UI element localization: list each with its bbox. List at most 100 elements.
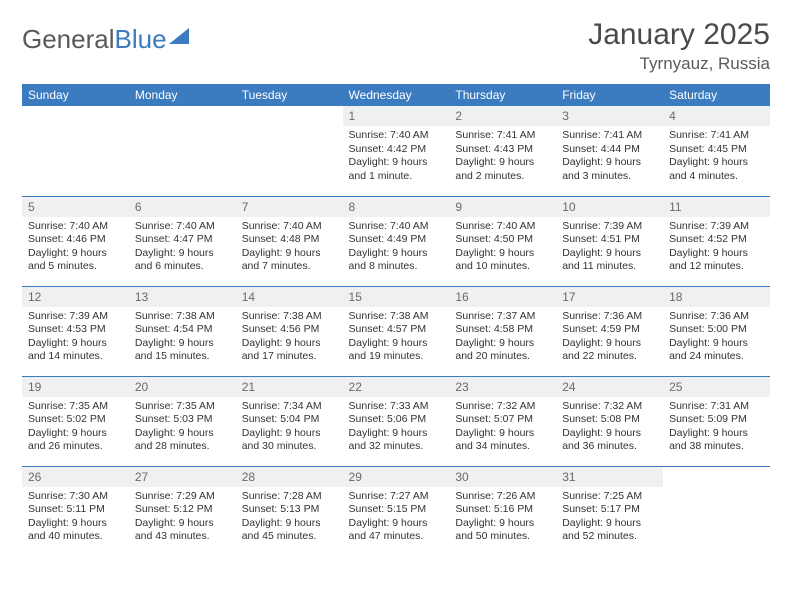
daylight-text: Daylight: 9 hours and 28 minutes. <box>135 427 230 454</box>
daylight-text: Daylight: 9 hours and 7 minutes. <box>242 247 337 274</box>
day-details: Sunrise: 7:30 AMSunset: 5:11 PMDaylight:… <box>22 487 129 551</box>
calendar-day-cell: 29Sunrise: 7:27 AMSunset: 5:15 PMDayligh… <box>343 466 450 556</box>
sunrise-text: Sunrise: 7:37 AM <box>455 310 550 324</box>
day-details: Sunrise: 7:39 AMSunset: 4:51 PMDaylight:… <box>556 217 663 281</box>
day-number: 26 <box>22 467 129 487</box>
daylight-text: Daylight: 9 hours and 36 minutes. <box>562 427 657 454</box>
day-details: Sunrise: 7:40 AMSunset: 4:49 PMDaylight:… <box>343 217 450 281</box>
day-details: Sunrise: 7:37 AMSunset: 4:58 PMDaylight:… <box>449 307 556 371</box>
sunset-text: Sunset: 4:49 PM <box>349 233 444 247</box>
sunset-text: Sunset: 4:59 PM <box>562 323 657 337</box>
calendar-day-cell: 2Sunrise: 7:41 AMSunset: 4:43 PMDaylight… <box>449 106 556 196</box>
sunrise-text: Sunrise: 7:39 AM <box>562 220 657 234</box>
page-subtitle: Tyrnyauz, Russia <box>588 54 770 74</box>
day-details: Sunrise: 7:38 AMSunset: 4:54 PMDaylight:… <box>129 307 236 371</box>
calendar-day-cell: 10Sunrise: 7:39 AMSunset: 4:51 PMDayligh… <box>556 196 663 286</box>
day-number: 22 <box>343 377 450 397</box>
sunrise-text: Sunrise: 7:38 AM <box>242 310 337 324</box>
sunset-text: Sunset: 4:53 PM <box>28 323 123 337</box>
daylight-text: Daylight: 9 hours and 26 minutes. <box>28 427 123 454</box>
sunset-text: Sunset: 5:09 PM <box>669 413 764 427</box>
daylight-text: Daylight: 9 hours and 47 minutes. <box>349 517 444 544</box>
day-number: 10 <box>556 197 663 217</box>
calendar-day-cell <box>236 106 343 196</box>
sunrise-text: Sunrise: 7:33 AM <box>349 400 444 414</box>
calendar-week-row: 12Sunrise: 7:39 AMSunset: 4:53 PMDayligh… <box>22 286 770 376</box>
sunset-text: Sunset: 5:12 PM <box>135 503 230 517</box>
sunset-text: Sunset: 5:03 PM <box>135 413 230 427</box>
daylight-text: Daylight: 9 hours and 10 minutes. <box>455 247 550 274</box>
calendar-day-cell: 22Sunrise: 7:33 AMSunset: 5:06 PMDayligh… <box>343 376 450 466</box>
day-number: 15 <box>343 287 450 307</box>
day-details: Sunrise: 7:38 AMSunset: 4:56 PMDaylight:… <box>236 307 343 371</box>
daylight-text: Daylight: 9 hours and 1 minute. <box>349 156 444 183</box>
daylight-text: Daylight: 9 hours and 14 minutes. <box>28 337 123 364</box>
sunrise-text: Sunrise: 7:26 AM <box>455 490 550 504</box>
calendar-day-cell: 20Sunrise: 7:35 AMSunset: 5:03 PMDayligh… <box>129 376 236 466</box>
sunrise-text: Sunrise: 7:39 AM <box>28 310 123 324</box>
calendar-day-cell: 26Sunrise: 7:30 AMSunset: 5:11 PMDayligh… <box>22 466 129 556</box>
day-number: 5 <box>22 197 129 217</box>
header: GeneralBlue January 2025 Tyrnyauz, Russi… <box>22 18 770 74</box>
day-details: Sunrise: 7:38 AMSunset: 4:57 PMDaylight:… <box>343 307 450 371</box>
sunset-text: Sunset: 5:06 PM <box>349 413 444 427</box>
sunset-text: Sunset: 4:43 PM <box>455 143 550 157</box>
calendar-day-cell: 17Sunrise: 7:36 AMSunset: 4:59 PMDayligh… <box>556 286 663 376</box>
sunset-text: Sunset: 4:57 PM <box>349 323 444 337</box>
day-number: 12 <box>22 287 129 307</box>
day-number: 8 <box>343 197 450 217</box>
calendar-day-cell: 14Sunrise: 7:38 AMSunset: 4:56 PMDayligh… <box>236 286 343 376</box>
sunrise-text: Sunrise: 7:40 AM <box>135 220 230 234</box>
day-details: Sunrise: 7:41 AMSunset: 4:44 PMDaylight:… <box>556 126 663 190</box>
day-number: 14 <box>236 287 343 307</box>
day-details: Sunrise: 7:40 AMSunset: 4:42 PMDaylight:… <box>343 126 450 190</box>
sunrise-text: Sunrise: 7:35 AM <box>28 400 123 414</box>
day-details: Sunrise: 7:39 AMSunset: 4:52 PMDaylight:… <box>663 217 770 281</box>
sunrise-text: Sunrise: 7:40 AM <box>28 220 123 234</box>
calendar-week-row: 19Sunrise: 7:35 AMSunset: 5:02 PMDayligh… <box>22 376 770 466</box>
sunset-text: Sunset: 5:15 PM <box>349 503 444 517</box>
day-number: 24 <box>556 377 663 397</box>
sunset-text: Sunset: 4:47 PM <box>135 233 230 247</box>
calendar-day-cell: 25Sunrise: 7:31 AMSunset: 5:09 PMDayligh… <box>663 376 770 466</box>
calendar-day-cell: 11Sunrise: 7:39 AMSunset: 4:52 PMDayligh… <box>663 196 770 286</box>
calendar-header-row: Sunday Monday Tuesday Wednesday Thursday… <box>22 84 770 106</box>
day-details: Sunrise: 7:35 AMSunset: 5:02 PMDaylight:… <box>22 397 129 461</box>
daylight-text: Daylight: 9 hours and 5 minutes. <box>28 247 123 274</box>
day-details: Sunrise: 7:41 AMSunset: 4:43 PMDaylight:… <box>449 126 556 190</box>
sunrise-text: Sunrise: 7:32 AM <box>455 400 550 414</box>
day-number: 6 <box>129 197 236 217</box>
calendar-day-cell: 30Sunrise: 7:26 AMSunset: 5:16 PMDayligh… <box>449 466 556 556</box>
day-number: 28 <box>236 467 343 487</box>
day-details: Sunrise: 7:33 AMSunset: 5:06 PMDaylight:… <box>343 397 450 461</box>
daylight-text: Daylight: 9 hours and 22 minutes. <box>562 337 657 364</box>
day-number: 1 <box>343 106 450 126</box>
sunrise-text: Sunrise: 7:38 AM <box>349 310 444 324</box>
day-number: 7 <box>236 197 343 217</box>
calendar-day-cell: 9Sunrise: 7:40 AMSunset: 4:50 PMDaylight… <box>449 196 556 286</box>
sunrise-text: Sunrise: 7:31 AM <box>669 400 764 414</box>
daylight-text: Daylight: 9 hours and 45 minutes. <box>242 517 337 544</box>
sunset-text: Sunset: 4:46 PM <box>28 233 123 247</box>
daylight-text: Daylight: 9 hours and 30 minutes. <box>242 427 337 454</box>
calendar-day-cell: 18Sunrise: 7:36 AMSunset: 5:00 PMDayligh… <box>663 286 770 376</box>
day-number: 3 <box>556 106 663 126</box>
weekday-header: Sunday <box>22 84 129 106</box>
daylight-text: Daylight: 9 hours and 52 minutes. <box>562 517 657 544</box>
sunrise-text: Sunrise: 7:25 AM <box>562 490 657 504</box>
day-details: Sunrise: 7:35 AMSunset: 5:03 PMDaylight:… <box>129 397 236 461</box>
day-details: Sunrise: 7:36 AMSunset: 4:59 PMDaylight:… <box>556 307 663 371</box>
day-details: Sunrise: 7:26 AMSunset: 5:16 PMDaylight:… <box>449 487 556 551</box>
calendar-day-cell: 19Sunrise: 7:35 AMSunset: 5:02 PMDayligh… <box>22 376 129 466</box>
daylight-text: Daylight: 9 hours and 32 minutes. <box>349 427 444 454</box>
sunset-text: Sunset: 4:50 PM <box>455 233 550 247</box>
day-number: 17 <box>556 287 663 307</box>
day-details: Sunrise: 7:34 AMSunset: 5:04 PMDaylight:… <box>236 397 343 461</box>
calendar-day-cell: 4Sunrise: 7:41 AMSunset: 4:45 PMDaylight… <box>663 106 770 196</box>
day-number: 20 <box>129 377 236 397</box>
day-number: 27 <box>129 467 236 487</box>
weekday-header: Friday <box>556 84 663 106</box>
sunrise-text: Sunrise: 7:36 AM <box>562 310 657 324</box>
sunrise-text: Sunrise: 7:30 AM <box>28 490 123 504</box>
sunrise-text: Sunrise: 7:36 AM <box>669 310 764 324</box>
